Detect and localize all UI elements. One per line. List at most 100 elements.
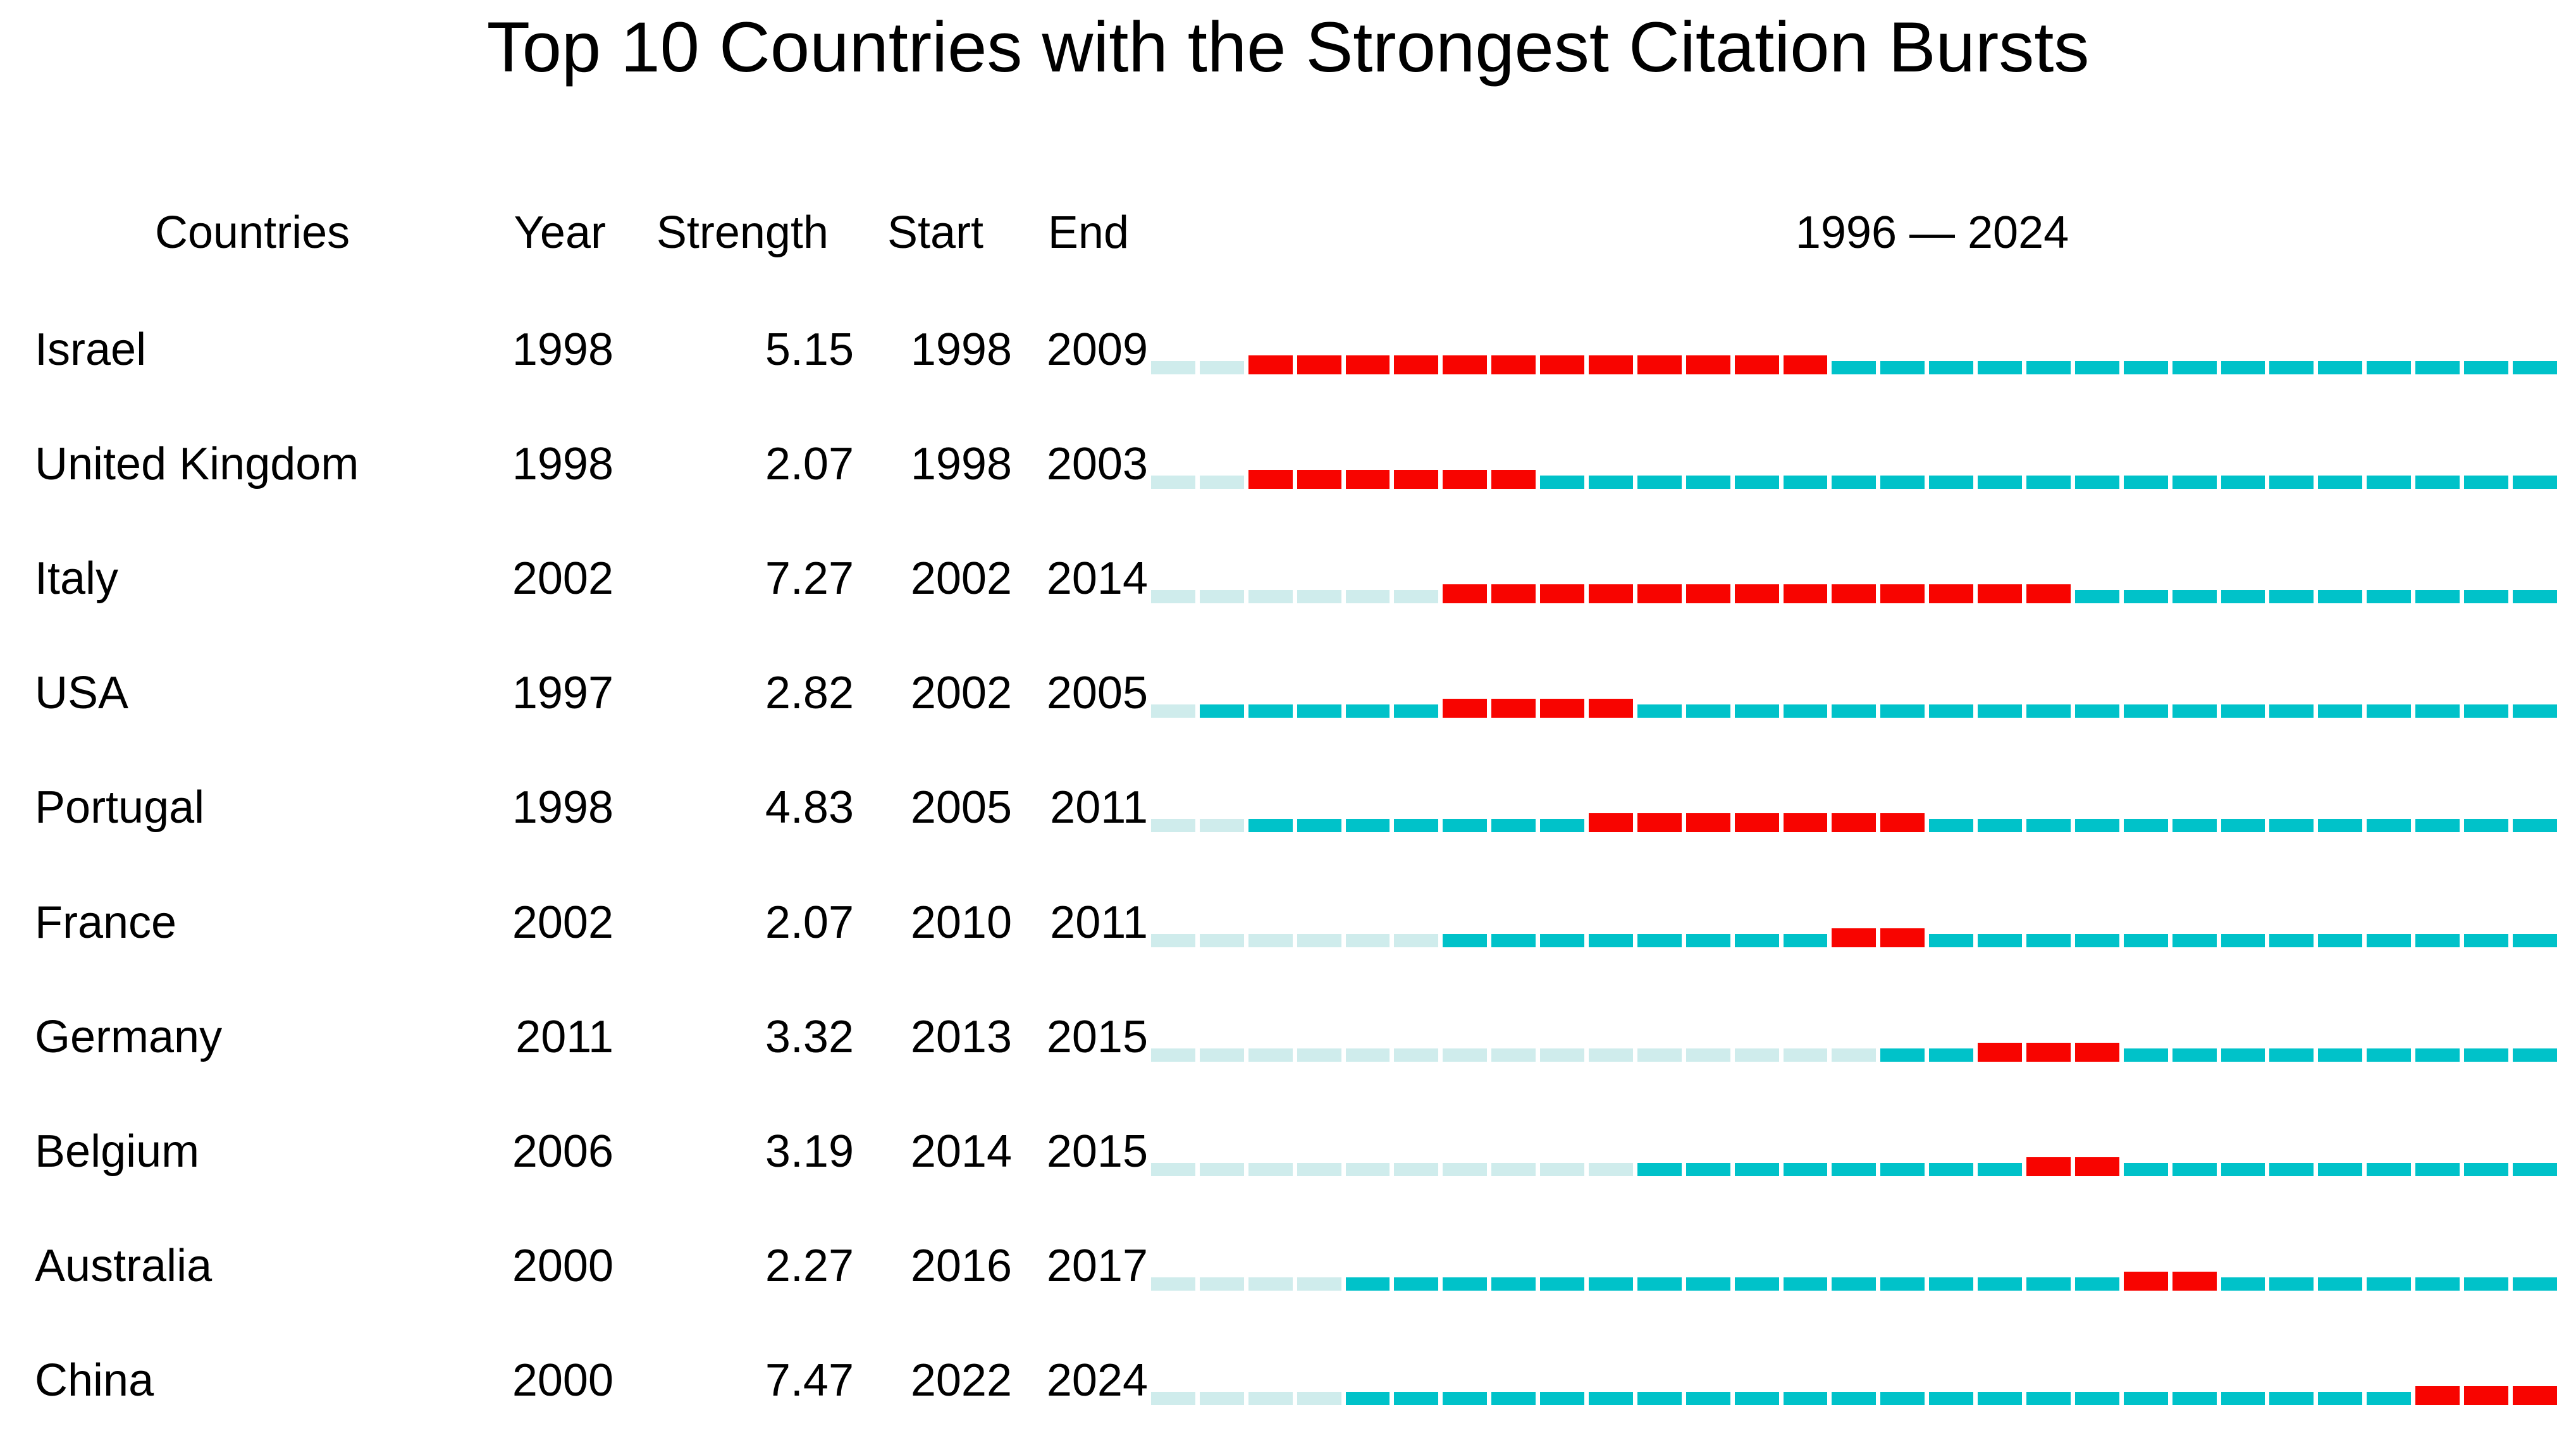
year-segment-2020-active [2318, 819, 2363, 832]
year-segment-2010-active [1832, 1392, 1877, 1405]
column-header-end: End [1047, 207, 1129, 258]
year-segment-2020-active [2318, 1048, 2363, 1062]
strength-value: 7.27 [765, 553, 854, 604]
table-row: United Kingdom 1998 2.07 1998 2003 [0, 436, 2576, 512]
year-segment-2001-active [1394, 704, 1439, 718]
year-segment-2004-burst [1540, 584, 1585, 603]
year-segment-2002-burst [1443, 584, 1488, 603]
end-value: 2024 [1046, 1355, 1148, 1406]
year-segment-2010-pre [1832, 1048, 1877, 1062]
year-segment-2012-active [1929, 476, 1974, 489]
year-segment-1997-pre [1199, 1163, 1244, 1176]
year-segment-2011-active [1880, 1392, 1925, 1405]
year-segment-2009-active [1783, 1392, 1828, 1405]
year-segment-2006-burst [1637, 813, 1682, 832]
year-segment-2013-active [1978, 361, 2023, 374]
year-segment-2004-burst [1540, 699, 1585, 718]
year-segment-2010-active [1832, 361, 1877, 374]
end-value: 2003 [1046, 439, 1148, 489]
year-value: 2006 [512, 1126, 613, 1177]
year-segment-1997-pre [1199, 1277, 1244, 1291]
year-segment-2024-active [2512, 590, 2557, 603]
year-segment-2002-active [1443, 1277, 1488, 1291]
year-segment-1996-pre [1151, 590, 1195, 603]
table-row: Israel 1998 5.15 1998 2009 [0, 321, 2576, 397]
year-segment-2020-active [2318, 476, 2363, 489]
table-header: Countries Year Strength Start End 1996 —… [0, 204, 2576, 280]
end-value: 2005 [1046, 668, 1148, 718]
strength-value: 3.19 [765, 1126, 854, 1177]
year-segment-2013-active [1978, 934, 2023, 947]
year-segment-2007-pre [1685, 1048, 1730, 1062]
year-segment-2018-active [2221, 704, 2265, 718]
year-segment-2021-active [2367, 1163, 2412, 1176]
year-segment-2015-active [2074, 1392, 2119, 1405]
year-segment-2015-active [2074, 476, 2119, 489]
year-segment-2003-active [1491, 819, 1536, 832]
year-segment-2002-active [1443, 1392, 1488, 1405]
year-segment-2009-burst [1783, 584, 1828, 603]
year-segment-2022-active [2415, 1163, 2460, 1176]
year-segment-2015-active [2074, 1277, 2119, 1291]
year-segment-2013-active [1978, 476, 2023, 489]
country-name: United Kingdom [35, 439, 359, 489]
year-segment-1999-burst [1297, 355, 1341, 374]
year-segment-2000-burst [1345, 355, 1390, 374]
year-segment-2012-burst [1929, 584, 1974, 603]
year-segment-2018-active [2221, 819, 2265, 832]
year-segment-2004-active [1540, 934, 1585, 947]
year-segment-2020-active [2318, 704, 2363, 718]
timeline-bars [1151, 584, 2557, 603]
end-value: 2015 [1046, 1012, 1148, 1062]
year-segment-2010-active [1832, 1277, 1877, 1291]
country-name: Portugal [35, 782, 205, 833]
year-segment-2010-burst [1832, 928, 1877, 947]
year-segment-2009-active [1783, 704, 1828, 718]
year-segment-2023-active [2464, 934, 2508, 947]
year-segment-2003-burst [1491, 699, 1536, 718]
year-segment-2015-active [2074, 590, 2119, 603]
year-segment-2014-active [2026, 704, 2071, 718]
year-segment-2019-active [2269, 476, 2314, 489]
country-name: Italy [35, 553, 119, 604]
year-segment-2014-active [2026, 934, 2071, 947]
year-segment-2021-active [2367, 361, 2412, 374]
year-segment-2016-active [2123, 934, 2168, 947]
year-segment-2004-active [1540, 1392, 1585, 1405]
timeline-bars [1151, 1272, 2557, 1291]
year-segment-2005-pre [1589, 1048, 1633, 1062]
year-segment-2013-active [1978, 1392, 2023, 1405]
column-header-start: Start [887, 207, 983, 258]
year-segment-2017-active [2172, 361, 2217, 374]
year-value: 2000 [512, 1241, 613, 1291]
year-segment-2008-pre [1734, 1048, 1779, 1062]
timeline-bars [1151, 1157, 2557, 1176]
year-segment-1999-active [1297, 819, 1341, 832]
end-value: 2014 [1046, 553, 1148, 604]
year-segment-2010-active [1832, 1163, 1877, 1176]
year-segment-2016-active [2123, 361, 2168, 374]
year-segment-2000-active [1345, 1392, 1390, 1405]
year-segment-2002-pre [1443, 1163, 1488, 1176]
year-segment-2008-active [1734, 1277, 1779, 1291]
year-segment-2021-active [2367, 1277, 2412, 1291]
year-segment-2024-active [2512, 1277, 2557, 1291]
end-value: 2015 [1046, 1126, 1148, 1177]
year-segment-2004-burst [1540, 355, 1585, 374]
year-segment-2010-active [1832, 476, 1877, 489]
year-segment-2012-active [1929, 1163, 1974, 1176]
year-segment-2002-active [1443, 934, 1488, 947]
country-name: Belgium [35, 1126, 200, 1177]
year-segment-2005-burst [1589, 355, 1633, 374]
start-value: 2014 [910, 1126, 1012, 1177]
start-value: 1998 [910, 439, 1012, 489]
year-segment-2007-active [1685, 934, 1730, 947]
year-segment-2013-active [1978, 819, 2023, 832]
end-value: 2011 [1050, 897, 1148, 948]
year-segment-2021-active [2367, 934, 2412, 947]
year-segment-2008-burst [1734, 584, 1779, 603]
year-segment-2002-burst [1443, 355, 1488, 374]
table-row: Germany 2011 3.32 2013 2015 [0, 1009, 2576, 1084]
year-value: 2002 [512, 553, 613, 604]
country-name: Israel [35, 324, 147, 375]
